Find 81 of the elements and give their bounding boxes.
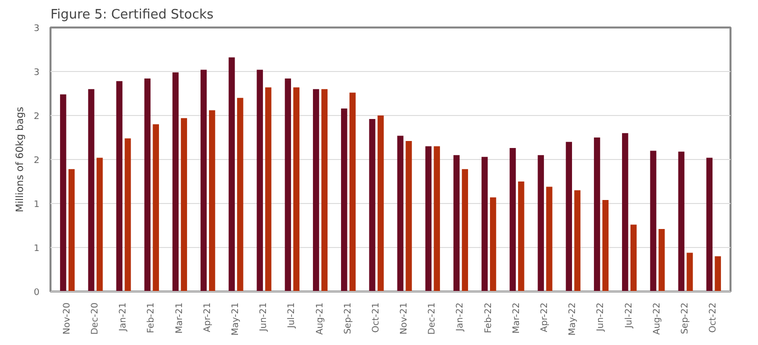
- bar: [566, 142, 572, 292]
- x-tick-label: Mar-21: [174, 302, 185, 334]
- bar: [116, 81, 122, 292]
- bar: [349, 92, 356, 292]
- bar: [172, 72, 179, 292]
- bar: [341, 108, 348, 292]
- bar: [574, 190, 580, 292]
- bar: [208, 110, 216, 292]
- bar: [200, 70, 207, 292]
- x-tick-label: Aug-22: [652, 302, 662, 335]
- bar: [538, 155, 544, 292]
- bar: [622, 133, 628, 292]
- y-tick-label: 1: [34, 200, 40, 210]
- y-tick-label: 0: [34, 288, 40, 298]
- x-tick-label: Sep-21: [343, 302, 354, 334]
- x-tick-label: Feb-22: [484, 302, 494, 334]
- bar: [60, 94, 66, 292]
- x-tick-label: Nov-21: [400, 302, 410, 335]
- x-tick-label: Apr-21: [202, 302, 213, 332]
- bar: [96, 158, 103, 292]
- x-tick-label: Jan-22: [456, 302, 466, 332]
- bar: [425, 146, 432, 292]
- bar: [228, 57, 235, 292]
- bar: [714, 256, 721, 292]
- bar: [152, 124, 159, 292]
- bar: [490, 197, 496, 292]
- y-tick-label: 3: [34, 68, 40, 78]
- x-tick-label: Oct-22: [708, 302, 719, 333]
- bar: [650, 150, 656, 292]
- x-tick-label: Apr-22: [540, 302, 550, 332]
- bar: [482, 156, 488, 292]
- x-tick-label: Dec-20: [90, 302, 100, 335]
- x-tick-label: Jul-22: [624, 302, 634, 330]
- x-tick-label: Nov-20: [62, 302, 72, 335]
- bar: [462, 169, 468, 292]
- bar: [594, 138, 600, 292]
- x-tick-label: Jul-21: [287, 302, 298, 330]
- bar: [406, 141, 412, 292]
- x-tick-label: Mar-22: [512, 302, 522, 334]
- bar: [546, 186, 552, 292]
- bar: [434, 146, 440, 292]
- bar: [686, 252, 693, 292]
- y-tick-label: 2: [34, 156, 40, 166]
- x-tick-label: Aug-21: [315, 302, 326, 335]
- bar: [124, 138, 131, 292]
- x-tick-label: Jun-21: [259, 302, 270, 332]
- chart-title: Figure 5: Certified Stocks: [50, 8, 214, 22]
- y-axis-title: Millions of 60kg bags: [14, 106, 26, 212]
- bar: [369, 119, 376, 292]
- x-tick-label: Oct-21: [371, 302, 382, 333]
- x-tick-label: May-22: [568, 302, 578, 336]
- bar: [658, 229, 665, 292]
- bar: [265, 87, 272, 292]
- x-tick-label: May-21: [230, 302, 241, 336]
- bar: [144, 78, 151, 292]
- bar: [630, 224, 637, 292]
- bar: [453, 155, 460, 292]
- bar: [602, 200, 609, 292]
- y-tick-label: 2: [34, 112, 40, 122]
- x-tick-label: Sep-22: [680, 302, 691, 334]
- bar: [397, 136, 404, 292]
- bar: [678, 152, 684, 292]
- bar: [284, 78, 292, 292]
- bar: [510, 148, 516, 292]
- x-tick-label: Jun-22: [596, 302, 606, 332]
- bar: [88, 89, 94, 292]
- bar: [237, 98, 244, 292]
- x-tick-label: Dec-21: [428, 302, 438, 335]
- bar: [321, 89, 328, 292]
- bar: [518, 182, 524, 292]
- y-tick-label: 3: [34, 24, 40, 34]
- bar: [706, 158, 713, 292]
- bar: [256, 70, 263, 292]
- bar: [68, 169, 75, 292]
- x-tick-label: Jan-21: [118, 302, 129, 332]
- x-tick-label: Feb-21: [146, 302, 157, 334]
- bar: [378, 116, 384, 292]
- y-tick-label: 1: [34, 244, 40, 254]
- bar: [312, 89, 320, 292]
- bar: [180, 118, 188, 292]
- bar: [293, 87, 300, 292]
